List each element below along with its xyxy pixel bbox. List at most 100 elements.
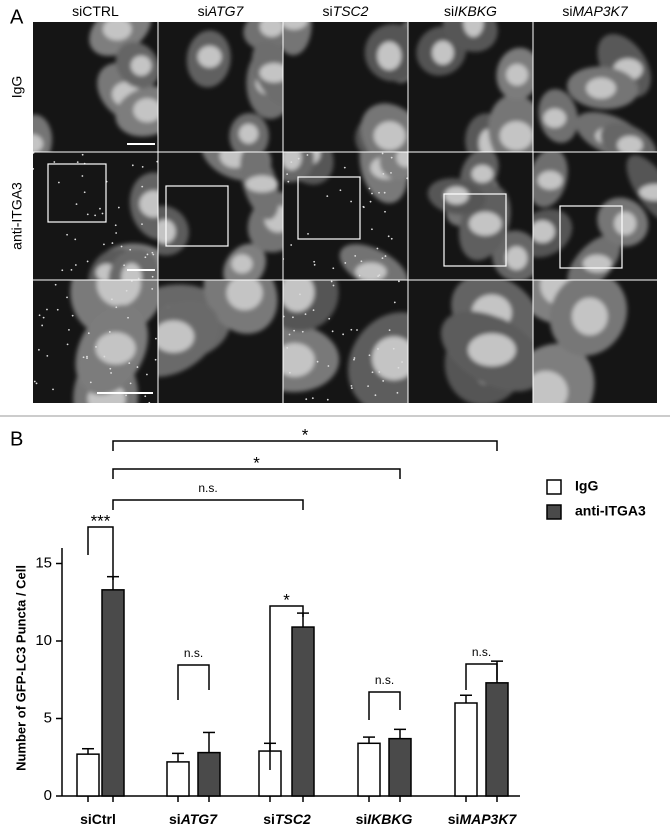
puncta [342, 333, 345, 336]
nucleus [33, 134, 44, 152]
puncta [33, 380, 36, 383]
significance-bracket [112, 440, 498, 451]
puncta [144, 395, 147, 398]
puncta [286, 173, 289, 176]
puncta [350, 387, 353, 390]
nucleus [96, 280, 141, 307]
x-tick-label: siATG7 [169, 811, 218, 827]
puncta [350, 328, 353, 331]
puncta [332, 284, 335, 287]
nucleus [121, 263, 143, 280]
puncta [367, 385, 369, 388]
puncta [54, 283, 57, 286]
puncta [131, 164, 134, 167]
puncta [115, 306, 118, 309]
puncta [61, 269, 64, 272]
nucleus [506, 63, 529, 86]
nucleus [372, 336, 408, 381]
nucleus [533, 370, 568, 403]
puncta [66, 296, 68, 299]
cells [88, 172, 158, 280]
bar [485, 682, 509, 797]
nucleus [95, 332, 136, 365]
puncta [387, 235, 390, 238]
puncta [87, 332, 90, 335]
puncta [398, 280, 400, 283]
significance-label: *** [91, 511, 111, 530]
puncta [66, 233, 68, 236]
nucleus [571, 297, 608, 336]
nucleus [469, 211, 502, 236]
puncta [326, 195, 329, 198]
inset-box [559, 205, 623, 269]
nucleus [231, 254, 253, 274]
significance-label: n.s. [184, 646, 203, 660]
puncta [146, 253, 149, 256]
puncta [401, 361, 403, 363]
puncta [381, 257, 384, 259]
x-tick-label: siMAP3K7 [448, 811, 518, 827]
column-label: siATG7 [198, 3, 245, 19]
micrograph [283, 22, 408, 152]
puncta [111, 298, 113, 301]
cells [283, 22, 408, 152]
significance-label: n.s. [472, 645, 491, 659]
puncta [289, 371, 291, 374]
nucleus [543, 108, 567, 128]
puncta [350, 200, 352, 203]
puncta [82, 356, 85, 359]
nucleus [471, 164, 494, 183]
cells [158, 280, 278, 377]
micrograph [33, 152, 158, 280]
nucleus [245, 175, 279, 193]
cells [440, 280, 533, 403]
puncta [66, 343, 69, 346]
puncta [101, 212, 104, 215]
column-label: siIKBKG [444, 3, 497, 19]
puncta [38, 314, 41, 317]
cells [533, 152, 657, 280]
nucleus [259, 22, 283, 37]
puncta [374, 394, 377, 397]
puncta [312, 309, 315, 312]
bar [357, 742, 381, 797]
nucleus [158, 219, 176, 244]
puncta [151, 288, 154, 290]
nucleus [283, 343, 315, 377]
puncta [154, 358, 157, 361]
micrograph [33, 280, 158, 403]
puncta [369, 200, 372, 203]
panel-label: A [10, 6, 24, 28]
micrograph [283, 152, 408, 280]
cells [538, 33, 657, 152]
puncta [74, 238, 77, 241]
nucleus [259, 62, 283, 83]
nucleus [444, 186, 469, 205]
puncta [86, 357, 88, 360]
puncta [94, 214, 97, 217]
puncta [86, 355, 88, 358]
nucleus [467, 333, 516, 367]
cells [533, 280, 628, 403]
puncta [343, 166, 346, 169]
nucleus [133, 98, 158, 123]
puncta [393, 301, 396, 304]
cells [70, 280, 158, 403]
cells [427, 152, 533, 280]
column-label: siCTRL [72, 3, 119, 19]
puncta [297, 157, 300, 160]
puncta [57, 181, 60, 184]
nucleus [226, 280, 263, 311]
cells [158, 152, 283, 280]
nucleus [102, 22, 132, 41]
cells [33, 22, 158, 152]
puncta [83, 191, 86, 194]
puncta [384, 255, 387, 257]
puncta [125, 394, 127, 397]
puncta [299, 293, 301, 296]
puncta [397, 366, 400, 369]
puncta [144, 256, 147, 259]
puncta [46, 354, 49, 357]
puncta [354, 255, 357, 257]
nucleus [377, 41, 402, 71]
